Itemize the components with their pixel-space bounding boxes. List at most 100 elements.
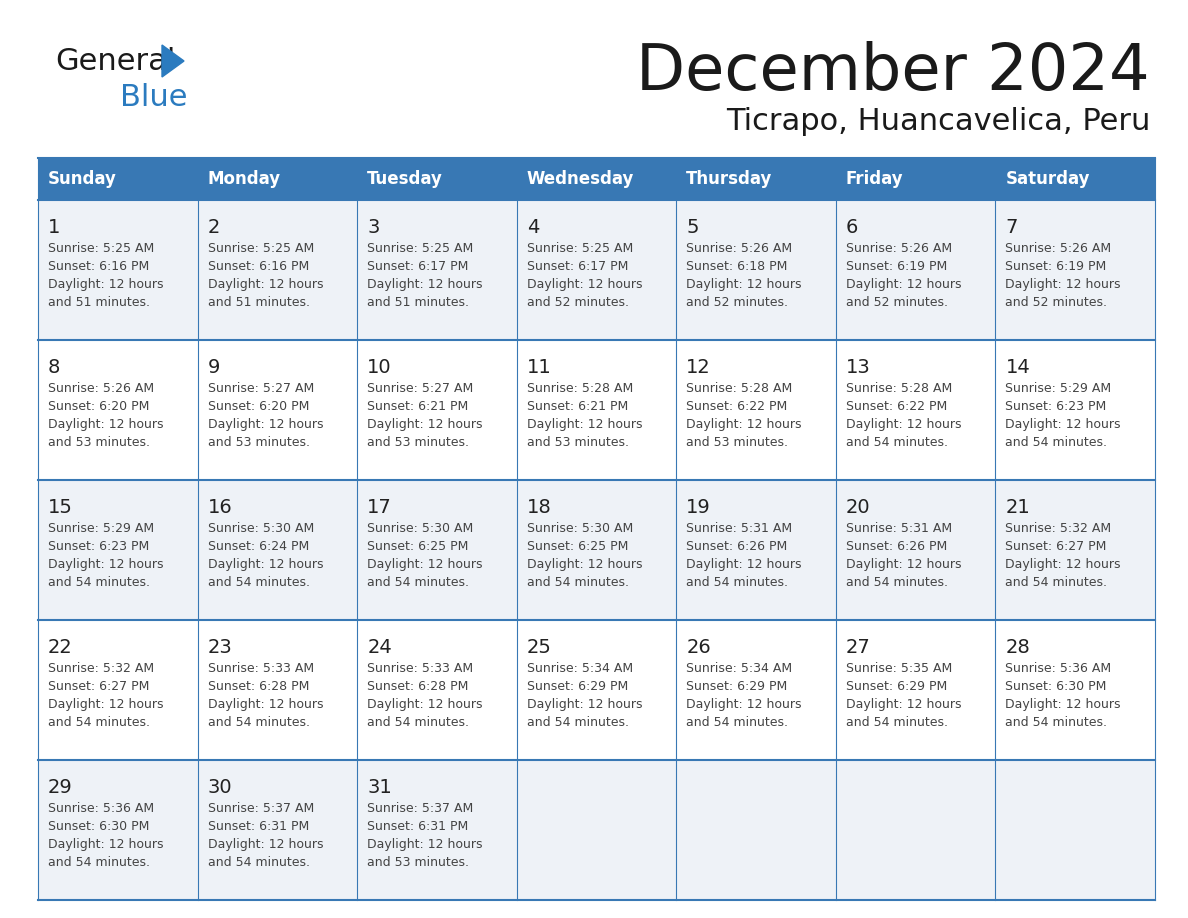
Text: Sunrise: 5:26 AM: Sunrise: 5:26 AM [846,242,952,255]
Text: Sunset: 6:17 PM: Sunset: 6:17 PM [526,260,628,273]
Text: Sunrise: 5:29 AM: Sunrise: 5:29 AM [48,522,154,535]
Text: Sunset: 6:20 PM: Sunset: 6:20 PM [208,400,309,413]
Text: and 53 minutes.: and 53 minutes. [367,856,469,869]
Text: Sunset: 6:27 PM: Sunset: 6:27 PM [1005,540,1107,553]
Text: Monday: Monday [208,170,280,188]
Text: and 52 minutes.: and 52 minutes. [1005,296,1107,309]
Text: and 54 minutes.: and 54 minutes. [687,716,789,729]
Text: 17: 17 [367,498,392,517]
Text: 7: 7 [1005,218,1018,237]
Text: 26: 26 [687,638,712,657]
Text: Tuesday: Tuesday [367,170,443,188]
Text: Sunrise: 5:30 AM: Sunrise: 5:30 AM [367,522,473,535]
Text: and 54 minutes.: and 54 minutes. [208,716,310,729]
Text: Sunset: 6:17 PM: Sunset: 6:17 PM [367,260,468,273]
Text: Sunrise: 5:25 AM: Sunrise: 5:25 AM [526,242,633,255]
Text: and 51 minutes.: and 51 minutes. [48,296,150,309]
Text: Daylight: 12 hours: Daylight: 12 hours [526,418,643,431]
Text: Daylight: 12 hours: Daylight: 12 hours [367,418,482,431]
Text: Sunrise: 5:28 AM: Sunrise: 5:28 AM [526,382,633,395]
Text: and 54 minutes.: and 54 minutes. [846,576,948,589]
Text: Daylight: 12 hours: Daylight: 12 hours [208,278,323,291]
Text: Sunset: 6:20 PM: Sunset: 6:20 PM [48,400,150,413]
Text: Sunset: 6:31 PM: Sunset: 6:31 PM [208,820,309,833]
Text: and 54 minutes.: and 54 minutes. [48,716,150,729]
Text: Sunrise: 5:29 AM: Sunrise: 5:29 AM [1005,382,1112,395]
Text: Daylight: 12 hours: Daylight: 12 hours [1005,418,1121,431]
Polygon shape [162,45,184,77]
Text: Daylight: 12 hours: Daylight: 12 hours [367,698,482,711]
Text: Sunset: 6:18 PM: Sunset: 6:18 PM [687,260,788,273]
Text: Thursday: Thursday [687,170,772,188]
Text: Sunday: Sunday [48,170,116,188]
Text: and 54 minutes.: and 54 minutes. [367,576,469,589]
Text: and 54 minutes.: and 54 minutes. [1005,436,1107,449]
Text: Sunset: 6:30 PM: Sunset: 6:30 PM [1005,680,1107,693]
Text: Daylight: 12 hours: Daylight: 12 hours [48,558,164,571]
Text: and 52 minutes.: and 52 minutes. [526,296,628,309]
Text: 14: 14 [1005,358,1030,377]
Text: Sunrise: 5:28 AM: Sunrise: 5:28 AM [846,382,952,395]
Text: Daylight: 12 hours: Daylight: 12 hours [526,698,643,711]
Text: 29: 29 [48,778,72,797]
Text: Sunset: 6:29 PM: Sunset: 6:29 PM [846,680,947,693]
Text: Sunset: 6:21 PM: Sunset: 6:21 PM [367,400,468,413]
Text: and 54 minutes.: and 54 minutes. [846,716,948,729]
Text: Sunrise: 5:32 AM: Sunrise: 5:32 AM [48,662,154,675]
Text: and 54 minutes.: and 54 minutes. [526,576,628,589]
Text: 28: 28 [1005,638,1030,657]
Text: 27: 27 [846,638,871,657]
Text: and 52 minutes.: and 52 minutes. [687,296,789,309]
Text: Daylight: 12 hours: Daylight: 12 hours [208,558,323,571]
Text: and 54 minutes.: and 54 minutes. [526,716,628,729]
Text: Sunrise: 5:35 AM: Sunrise: 5:35 AM [846,662,952,675]
Text: Daylight: 12 hours: Daylight: 12 hours [208,838,323,851]
Text: Daylight: 12 hours: Daylight: 12 hours [846,698,961,711]
Text: 16: 16 [208,498,233,517]
Text: Daylight: 12 hours: Daylight: 12 hours [846,558,961,571]
Text: Ticrapo, Huancavelica, Peru: Ticrapo, Huancavelica, Peru [726,107,1150,137]
Text: Sunset: 6:27 PM: Sunset: 6:27 PM [48,680,150,693]
Text: Daylight: 12 hours: Daylight: 12 hours [1005,278,1121,291]
Text: Sunrise: 5:31 AM: Sunrise: 5:31 AM [687,522,792,535]
Text: Wednesday: Wednesday [526,170,634,188]
Text: and 54 minutes.: and 54 minutes. [846,436,948,449]
Text: 5: 5 [687,218,699,237]
Text: Sunrise: 5:30 AM: Sunrise: 5:30 AM [526,522,633,535]
Text: 9: 9 [208,358,220,377]
Text: Daylight: 12 hours: Daylight: 12 hours [48,278,164,291]
Text: Sunrise: 5:27 AM: Sunrise: 5:27 AM [208,382,314,395]
Text: and 53 minutes.: and 53 minutes. [367,436,469,449]
Text: Sunset: 6:28 PM: Sunset: 6:28 PM [367,680,468,693]
Text: Sunset: 6:26 PM: Sunset: 6:26 PM [687,540,788,553]
Text: Sunset: 6:22 PM: Sunset: 6:22 PM [846,400,947,413]
Text: December 2024: December 2024 [637,41,1150,103]
Text: Sunset: 6:19 PM: Sunset: 6:19 PM [846,260,947,273]
Text: Sunrise: 5:25 AM: Sunrise: 5:25 AM [48,242,154,255]
Text: 2: 2 [208,218,220,237]
Text: Sunrise: 5:34 AM: Sunrise: 5:34 AM [687,662,792,675]
Text: Sunrise: 5:26 AM: Sunrise: 5:26 AM [48,382,154,395]
Bar [38,158,1155,200]
Text: 21: 21 [1005,498,1030,517]
Text: and 51 minutes.: and 51 minutes. [367,296,469,309]
Text: and 52 minutes.: and 52 minutes. [846,296,948,309]
Text: Sunrise: 5:33 AM: Sunrise: 5:33 AM [208,662,314,675]
Text: 13: 13 [846,358,871,377]
Text: and 54 minutes.: and 54 minutes. [208,856,310,869]
Text: Sunrise: 5:27 AM: Sunrise: 5:27 AM [367,382,473,395]
Text: Sunrise: 5:33 AM: Sunrise: 5:33 AM [367,662,473,675]
Text: Sunset: 6:25 PM: Sunset: 6:25 PM [367,540,468,553]
Text: Daylight: 12 hours: Daylight: 12 hours [846,418,961,431]
Text: and 54 minutes.: and 54 minutes. [48,576,150,589]
Text: and 51 minutes.: and 51 minutes. [208,296,310,309]
Text: 1: 1 [48,218,61,237]
Text: Daylight: 12 hours: Daylight: 12 hours [1005,558,1121,571]
Text: 10: 10 [367,358,392,377]
Text: Sunrise: 5:32 AM: Sunrise: 5:32 AM [1005,522,1112,535]
Text: 24: 24 [367,638,392,657]
Text: and 54 minutes.: and 54 minutes. [1005,576,1107,589]
Text: Sunrise: 5:25 AM: Sunrise: 5:25 AM [208,242,314,255]
Text: Sunset: 6:29 PM: Sunset: 6:29 PM [687,680,788,693]
Text: Sunrise: 5:36 AM: Sunrise: 5:36 AM [1005,662,1112,675]
